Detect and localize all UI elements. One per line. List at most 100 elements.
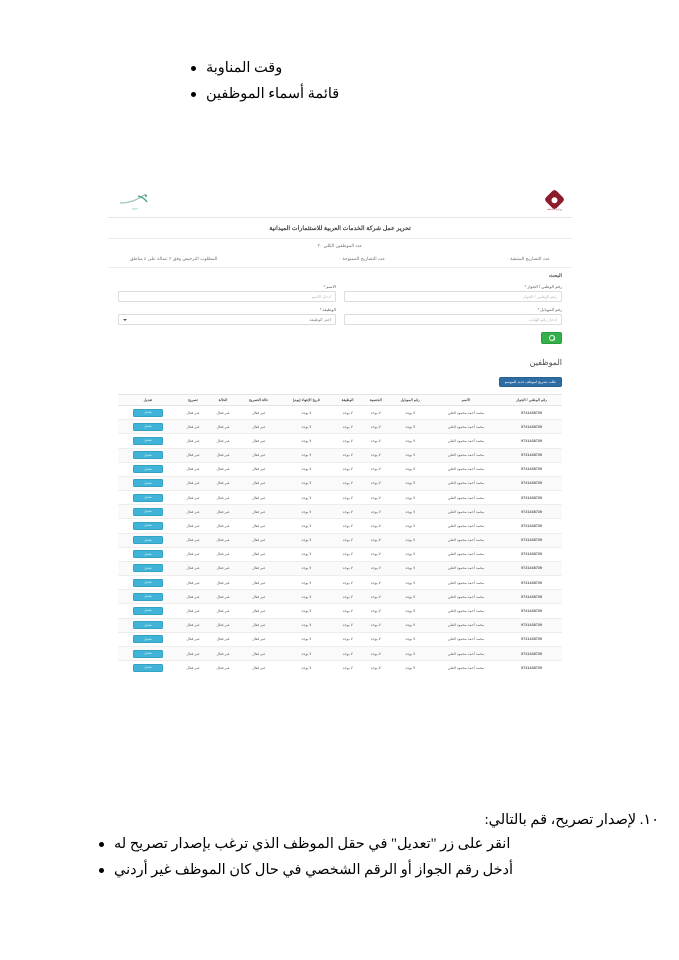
employee-permit: غير فعال [177, 433, 208, 449]
edit-button[interactable]: تعديل [132, 578, 163, 587]
job-label: الوظيفة * [319, 307, 336, 312]
edit-button[interactable]: تعديل [132, 635, 163, 644]
col-nationality: الجنسية [361, 394, 390, 406]
employee-permit-state: غير فعال [238, 603, 280, 619]
swoosh-icon [119, 193, 148, 204]
employee-state: غير فعال [207, 547, 239, 562]
employee-job: لا يوجد [333, 603, 362, 619]
employee-national-id: 9721438739 [501, 433, 562, 449]
edit-button[interactable]: تعديل [132, 536, 163, 545]
numbered-instruction: ١٠. لإصدار تصريح، قم بالتالي: [484, 812, 659, 828]
employee-name: محمد أحمد محمود العلي [430, 603, 502, 619]
edit-button[interactable]: تعديل [132, 607, 163, 615]
employee-job: لا يوجد [333, 618, 362, 633]
employee-permit-state: غير فعال [238, 433, 280, 449]
employee-national-id: 9721438739 [501, 603, 562, 619]
employee-mobile: لا يوجد [389, 561, 431, 577]
edit-button[interactable]: تعديل [132, 408, 163, 417]
mobile-input[interactable]: ادخل رقم الهاتف [344, 314, 562, 325]
edit-button[interactable]: تعديل [132, 521, 163, 530]
employee-permit: غير فعال [177, 660, 208, 673]
search-button-row [118, 330, 562, 344]
edit-button[interactable]: تعديل [132, 507, 163, 516]
employee-expiry: لا يوجد [279, 419, 334, 435]
employee-nationality: لا يوجد [361, 490, 390, 506]
table-row: 9721438739 محمد أحمد محمود العلي لا يوجد لا… [118, 632, 562, 647]
edit-button[interactable]: تعديل [132, 451, 163, 460]
edit-button[interactable]: تعديل [132, 422, 163, 431]
national-id-field-group: رقم الوطني / الجواز * رقم الوطني / الجوا… [344, 284, 562, 302]
employee-edit-cell: تعديل [118, 589, 178, 605]
employee-state: غير فعال [207, 476, 239, 492]
employee-state: غير فعال [207, 533, 239, 548]
employee-expiry: لا يوجد [279, 589, 334, 605]
chevron-down-icon [123, 318, 127, 321]
employee-edit-cell: تعديل [118, 490, 178, 506]
employee-mobile: لا يوجد [389, 448, 431, 463]
edit-button[interactable]: تعديل [132, 663, 163, 672]
employee-permit-state: غير فعال [238, 575, 280, 591]
name-input[interactable]: ادخل الاسم [118, 291, 336, 302]
stat-required-quota: المطلوب الترخيص وفق ٢ عمالة على ٤ مناطق [130, 256, 218, 261]
employee-mobile: لا يوجد [389, 646, 431, 662]
employee-national-id: 9721438739 [501, 490, 562, 506]
employee-state: غير فعال [207, 589, 239, 605]
employee-job: لا يوجد [333, 646, 362, 662]
edit-button[interactable]: تعديل [132, 550, 163, 559]
employee-permit-state: غير فعال [238, 547, 280, 562]
employee-permit: غير فعال [177, 419, 208, 435]
stat-remaining-permits: عدد التصاريح المتبقية ٠ [506, 256, 550, 261]
employee-mobile: لا يوجد [389, 632, 431, 647]
employee-state: غير فعال [207, 632, 239, 647]
employee-edit-cell: تعديل [118, 561, 178, 577]
edit-button[interactable]: تعديل [132, 436, 163, 445]
search-submit-button[interactable] [541, 332, 562, 344]
employee-edit-cell: تعديل [118, 405, 178, 421]
employee-mobile: لا يوجد [389, 462, 431, 477]
table-row: 9721438739 محمد أحمد محمود العلي لا يوجد لا… [118, 660, 562, 673]
employee-job: لا يوجد [333, 405, 362, 421]
col-state: الحالة [207, 394, 239, 406]
add-employee-permit-button[interactable]: طلب تصريح لموظف جديد للموسم [498, 376, 562, 388]
bottom-bullet-1-text: انقر على زر "تعديل" في حقل الموظف الذي ت… [114, 836, 511, 852]
employee-nationality: لا يوجد [361, 561, 390, 577]
mobile-label: رقم الموبايل * [537, 307, 562, 312]
employee-national-id: 9721438739 [501, 575, 562, 591]
name-label: الاسم * [323, 284, 336, 289]
edit-button[interactable]: تعديل [132, 649, 163, 658]
employees-table-head: رقم الوطني / الجواز الاسم رقم الموبايل ا… [118, 394, 562, 406]
employee-nationality: لا يوجد [361, 646, 390, 662]
edit-button[interactable]: تعديل [132, 592, 163, 601]
edit-button[interactable]: تعديل [132, 564, 163, 573]
edit-button[interactable]: تعديل [132, 465, 163, 474]
employee-edit-cell: تعديل [118, 575, 178, 591]
employee-name: محمد أحمد محمود العلي [430, 646, 502, 662]
list-item: انقر على زر "تعديل" في حقل الموظف الذي ت… [19, 836, 659, 853]
employee-name: محمد أحمد محمود العلي [430, 547, 502, 562]
employee-job: لا يوجد [333, 518, 362, 534]
col-permit-state: حالة التصريح [238, 394, 280, 406]
edit-button[interactable]: تعديل [132, 479, 163, 488]
employee-mobile: لا يوجد [389, 603, 431, 619]
job-field-group: الوظيفة * اختر الوظيفة [118, 307, 336, 325]
employee-expiry: لا يوجد [279, 547, 334, 562]
employee-name: محمد أحمد محمود العلي [430, 575, 502, 591]
employee-permit-state: غير فعال [238, 561, 280, 577]
col-job: الوظيفة [333, 394, 362, 406]
national-id-input[interactable]: رقم الوطني / الجواز [344, 291, 562, 302]
employee-state: غير فعال [207, 462, 239, 477]
employee-permit: غير فعال [177, 603, 208, 619]
job-select[interactable]: اختر الوظيفة [118, 314, 336, 325]
employee-expiry: لا يوجد [279, 660, 334, 673]
employee-permit: غير فعال [177, 632, 208, 647]
employee-expiry: لا يوجد [279, 405, 334, 421]
edit-button[interactable]: تعديل [132, 621, 163, 630]
employee-nationality: لا يوجد [361, 518, 390, 534]
employee-state: غير فعال [207, 660, 239, 673]
employee-national-id: 9721438739 [501, 405, 562, 421]
employee-national-id: 9721438739 [501, 660, 562, 673]
stats-detail-row: عدد التصاريح المتبقية ٠ عدد التصاريح الم… [108, 252, 572, 268]
employee-state: غير فعال [207, 646, 239, 662]
edit-button[interactable]: تعديل [132, 493, 163, 502]
